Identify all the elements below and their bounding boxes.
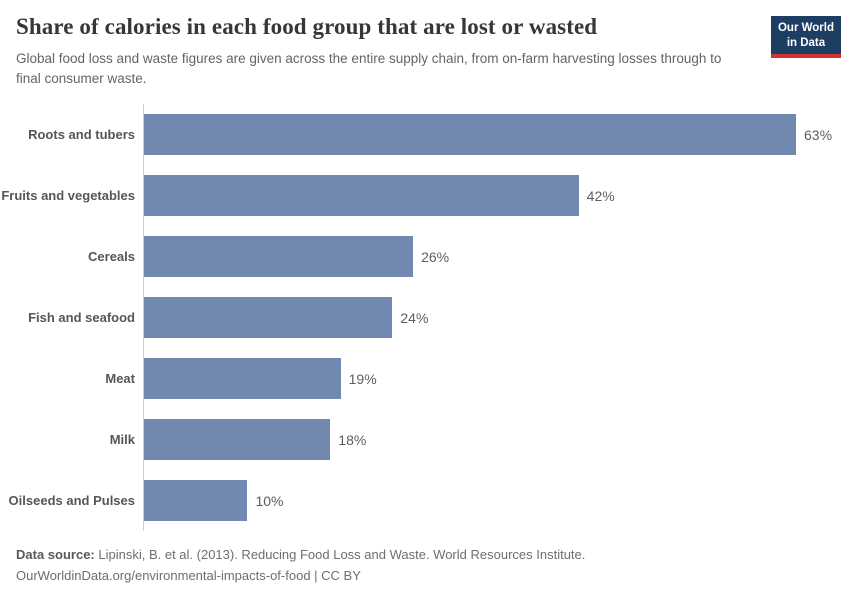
owid-logo-line1: Our World: [777, 22, 834, 34]
chart-footer: Data source: Lipinski, B. et al. (2013).…: [16, 544, 585, 586]
footer-source-text: Lipinski, B. et al. (2013). Reducing Foo…: [94, 546, 586, 562]
value-label: 18%: [338, 431, 367, 448]
bar-row: Roots and tubers 63%: [0, 104, 850, 165]
bar-area: 18%: [143, 409, 850, 470]
bar: [144, 236, 414, 277]
category-label: Cereals: [88, 249, 135, 264]
footer-source-line: Data source: Lipinski, B. et al. (2013).…: [16, 544, 585, 565]
value-label: 26%: [421, 248, 450, 265]
bar-row: Oilseeds and Pulses 10%: [0, 470, 850, 531]
bar-row: Meat 19%: [0, 348, 850, 409]
bar: [144, 297, 393, 338]
category-label: Fruits and vegetables: [1, 188, 135, 203]
bar: [144, 114, 796, 155]
bar-row: Cereals 26%: [0, 226, 850, 287]
owid-logo: Our World in Data: [770, 16, 841, 58]
chart-subtitle: Global food loss and waste figures are g…: [16, 51, 722, 86]
bar-area: 24%: [143, 287, 850, 348]
category-label: Fish and seafood: [28, 310, 135, 325]
value-label: 63%: [804, 126, 833, 143]
bar-area: 10%: [143, 470, 850, 531]
value-label: 24%: [400, 309, 429, 326]
footer-source-label: Data source:: [16, 546, 95, 562]
bar-area: 63%: [143, 104, 850, 165]
bar-chart: Roots and tubers 63% Fruits and vegetabl…: [0, 104, 850, 531]
value-label: 10%: [255, 492, 284, 509]
bar: [144, 175, 579, 216]
bar-row: Milk 18%: [0, 409, 850, 470]
value-label: 42%: [586, 187, 615, 204]
bar: [144, 480, 248, 521]
bar: [144, 419, 331, 460]
bar: [144, 358, 341, 399]
chart-header: Share of calories in each food group tha…: [0, 0, 850, 88]
bar-row: Fish and seafood 24%: [0, 287, 850, 348]
owid-logo-line2: in Data: [786, 36, 826, 49]
bar-area: 19%: [143, 348, 850, 409]
category-label: Meat: [105, 371, 135, 386]
chart-title: Share of calories in each food group tha…: [16, 14, 598, 39]
bar-area: 42%: [143, 165, 850, 226]
bar-area: 26%: [143, 226, 850, 287]
footer-license-line: OurWorldinData.org/environmental-impacts…: [16, 567, 361, 583]
value-label: 19%: [348, 370, 377, 387]
bar-row: Fruits and vegetables 42%: [0, 165, 850, 226]
category-label: Roots and tubers: [28, 127, 135, 142]
category-label: Milk: [109, 432, 135, 447]
category-label: Oilseeds and Pulses: [8, 493, 135, 508]
